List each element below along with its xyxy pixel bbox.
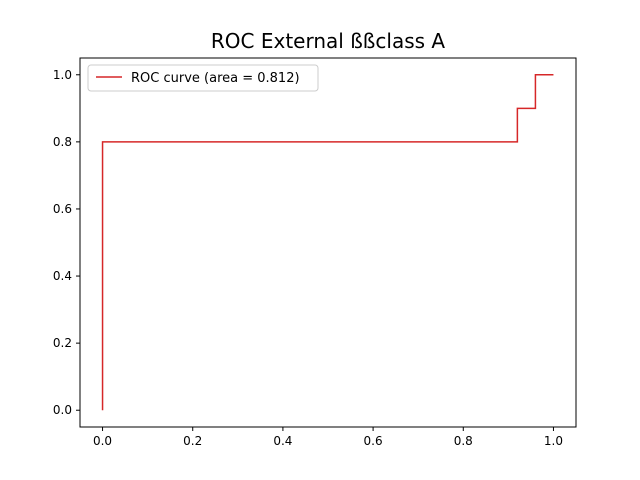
x-tick-label: 0.4 <box>273 434 292 448</box>
x-tick-label: 0.2 <box>183 434 202 448</box>
y-tick-label: 0.4 <box>53 269 72 283</box>
legend-entry-roc-curve: ROC curve (area = 0.812) <box>131 71 300 86</box>
x-tick-label: 0.6 <box>364 434 383 448</box>
y-tick-label: 0.8 <box>53 135 72 149</box>
chart-title: ROC External ßßclass A <box>211 29 445 53</box>
y-tick-label: 1.0 <box>53 68 72 82</box>
x-tick-label: 1.0 <box>544 434 563 448</box>
plot-frame <box>79 57 577 428</box>
roc-curve-line <box>101 74 554 411</box>
x-tick-label: 0.0 <box>93 434 112 448</box>
plot-area <box>101 74 554 411</box>
x-tick-label: 0.8 <box>454 434 473 448</box>
x-axis: 0.0 0.2 0.4 0.6 0.8 1.0 <box>93 427 563 448</box>
y-tick-label: 0.2 <box>53 336 72 350</box>
y-axis: 0.0 0.2 0.4 0.6 0.8 1.0 <box>53 68 80 417</box>
legend-box <box>87 64 319 92</box>
y-tick-label: 0.0 <box>53 403 72 417</box>
legend: ROC curve (area = 0.812) <box>87 64 319 92</box>
y-tick-label: 0.6 <box>53 202 72 216</box>
